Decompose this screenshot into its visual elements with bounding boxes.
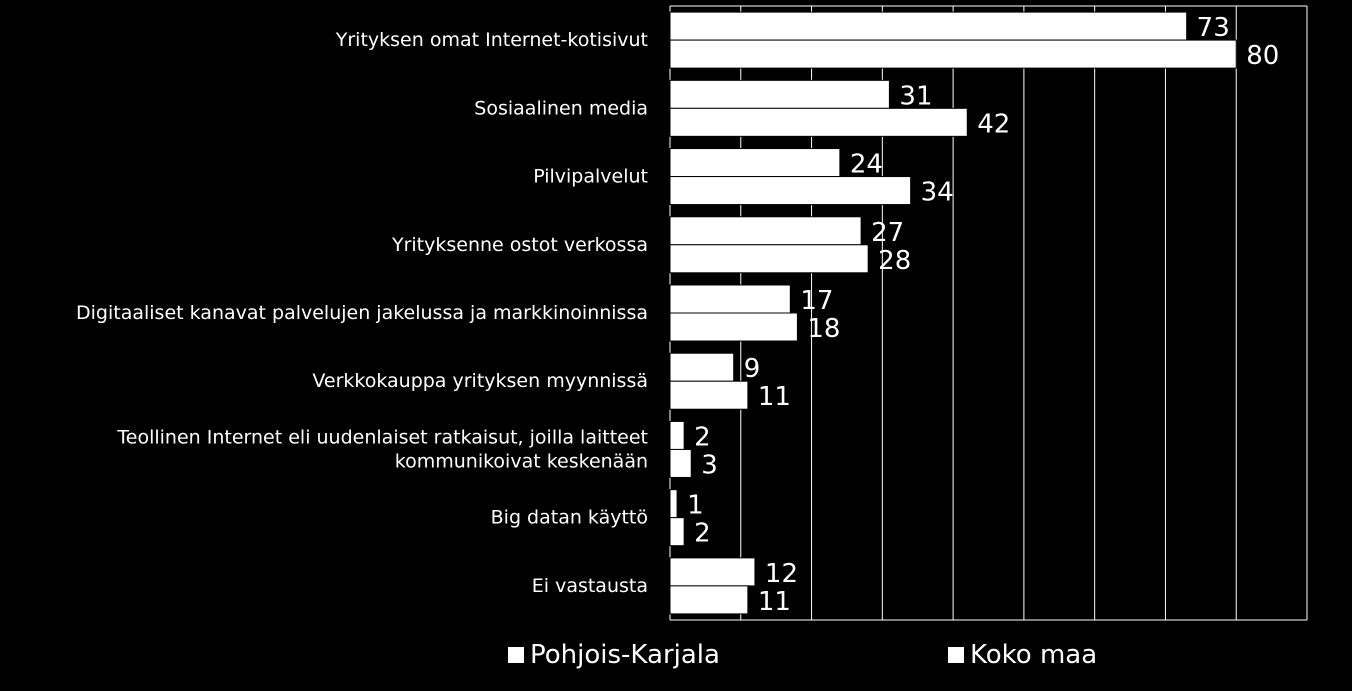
data-label-series-2: 28 <box>878 246 911 276</box>
bar-series-2 <box>669 244 869 274</box>
data-label-series-1: 17 <box>800 286 833 316</box>
bar-series-1 <box>669 148 841 178</box>
category-label: Pilvipalvelut <box>533 166 648 188</box>
bar-series-1 <box>669 352 735 382</box>
bar-series-1 <box>669 489 678 519</box>
bar-series-2 <box>669 39 1237 69</box>
data-label-series-1: 31 <box>899 81 932 111</box>
data-label-series-1: 12 <box>765 559 798 589</box>
category-label: Yrityksen omat Internet-kotisivut <box>335 29 648 51</box>
data-label-series-1: 73 <box>1197 13 1230 43</box>
legend-item-series-2: Koko maa <box>948 640 1097 670</box>
bar-series-1 <box>669 420 685 450</box>
data-label-series-2: 2 <box>694 519 711 549</box>
legend-item-series-1: Pohjois-Karjala <box>508 640 720 670</box>
data-label-series-2: 11 <box>758 587 791 617</box>
data-label-series-2: 11 <box>758 382 791 412</box>
bar-series-2 <box>669 380 749 410</box>
legend-swatch <box>948 647 964 663</box>
legend-label: Koko maa <box>970 640 1098 670</box>
data-label-series-2: 18 <box>807 314 840 344</box>
bar-series-2 <box>669 107 968 137</box>
bar-series-2 <box>669 176 912 206</box>
category-label: Verkkokauppa yrityksen myynnissä <box>312 370 648 392</box>
data-label-series-1: 24 <box>850 150 883 180</box>
data-label-series-2: 42 <box>977 109 1010 139</box>
category-label: kommunikoivat keskenään <box>395 450 648 472</box>
bar-series-1 <box>669 11 1188 41</box>
bar-series-2 <box>669 312 798 342</box>
bar-chart: Yrityksen omat Internet-kotisivut Sosiaal… <box>76 5 1308 621</box>
data-label-series-2: 34 <box>921 178 954 208</box>
legend-swatch <box>508 647 524 663</box>
category-labels: Yrityksen omat Internet-kotisivut Sosiaal… <box>76 29 648 597</box>
category-label: Ei vastausta <box>532 575 648 597</box>
bar-series-2 <box>669 585 749 615</box>
bar-series-1 <box>669 79 890 109</box>
data-label-series-1: 9 <box>744 354 761 384</box>
data-label-series-2: 3 <box>701 450 718 480</box>
data-label-series-2: 80 <box>1246 41 1279 71</box>
legend: Pohjois-Karjala Koko maa <box>0 640 1352 680</box>
data-label-series-1: 27 <box>871 218 904 248</box>
category-label: Sosiaalinen media <box>474 97 648 119</box>
data-label-series-1: 2 <box>694 422 711 452</box>
bar-series-1 <box>669 216 862 246</box>
bar-series-2 <box>669 448 692 478</box>
data-label-series-1: 1 <box>687 491 704 521</box>
bar-series-2 <box>669 517 685 547</box>
category-label: Teollinen Internet eli uudenlaiset ratka… <box>116 426 648 448</box>
bars <box>669 11 1237 615</box>
category-label: Digitaaliset kanavat palvelujen jakeluss… <box>76 302 648 324</box>
category-label: Big datan käyttö <box>491 507 648 529</box>
bar-series-1 <box>669 557 756 587</box>
category-label: Yrityksenne ostot verkossa <box>391 234 648 256</box>
bar-series-1 <box>669 284 791 314</box>
legend-label: Pohjois-Karjala <box>530 640 720 670</box>
